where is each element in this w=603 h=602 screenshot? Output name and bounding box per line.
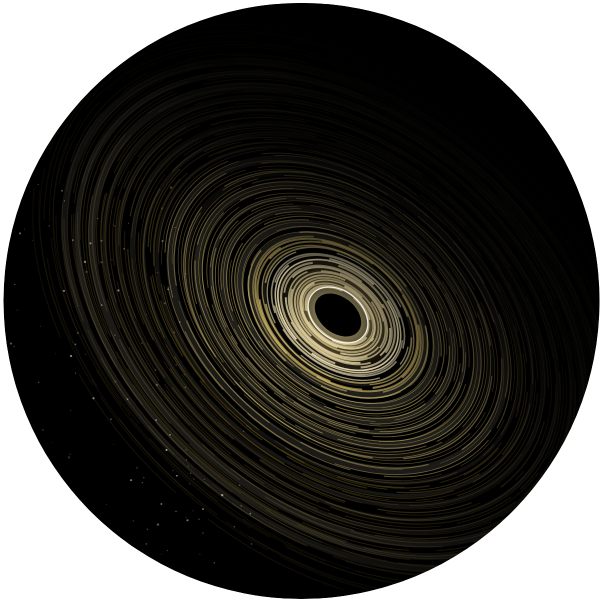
- star: [56, 572, 57, 574]
- star: [44, 485, 46, 487]
- star: [11, 575, 13, 577]
- star: [25, 524, 26, 526]
- star: [85, 515, 87, 517]
- star: [44, 557, 46, 559]
- star: [75, 547, 77, 550]
- star: [40, 468, 42, 471]
- star: [71, 544, 73, 547]
- star: [108, 560, 110, 562]
- star: [24, 527, 27, 530]
- star: [137, 576, 139, 578]
- star: [82, 518, 85, 521]
- star: [38, 520, 42, 524]
- star: [28, 541, 31, 544]
- star: [32, 478, 35, 481]
- star: [107, 577, 110, 580]
- star: [42, 551, 45, 554]
- star: [18, 396, 20, 398]
- star: [22, 521, 24, 523]
- star: [58, 528, 60, 529]
- edge-vignette: [3, 3, 600, 599]
- star: [75, 564, 77, 565]
- star: [56, 546, 59, 550]
- star: [49, 561, 52, 565]
- star: [17, 422, 20, 425]
- star: [24, 478, 26, 480]
- star: [104, 526, 107, 529]
- star: [63, 492, 64, 494]
- star: [26, 572, 30, 575]
- star: [180, 577, 182, 580]
- star: [157, 566, 161, 569]
